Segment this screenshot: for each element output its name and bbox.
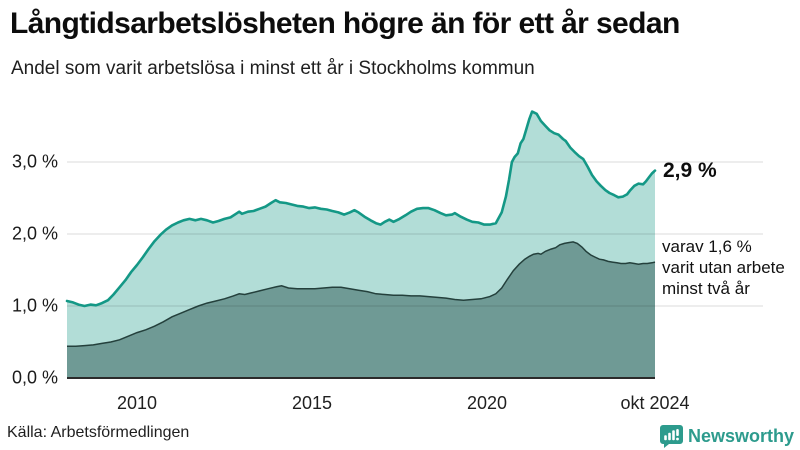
chart-area-fills xyxy=(67,111,655,378)
x-tick-2020: 2020 xyxy=(466,393,508,413)
y-tick-1: 1,0 % xyxy=(11,295,58,316)
area-two-years xyxy=(67,241,655,378)
newsworthy-icon xyxy=(659,425,683,448)
chart-subtitle: Andel som varit arbetslösa i minst ett å… xyxy=(11,58,535,79)
page-title: Långtidsarbetslösheten högre än för ett … xyxy=(10,7,680,40)
y-tick-0: 0,0 % xyxy=(11,367,58,388)
annotation-line-1: varav 1,6 % xyxy=(662,237,752,256)
newsworthy-logo: Newsworthy xyxy=(659,425,794,448)
gridlines xyxy=(67,161,763,307)
x-tick-okt-2024: okt 2024 xyxy=(620,393,690,413)
y-tick-2: 2,0 % xyxy=(11,223,58,244)
x-tick-2015: 2015 xyxy=(291,393,333,413)
end-annotation-two-years: varav 1,6 % varit utan arbete minst två … xyxy=(662,236,785,299)
x-tick-2010: 2010 xyxy=(116,393,158,413)
line-total-long-term xyxy=(65,110,657,308)
newsworthy-wordmark: Newsworthy xyxy=(687,426,794,446)
y-tick-3: 3,0 % xyxy=(11,151,58,172)
end-value-label-total: 2,9 % xyxy=(663,159,717,182)
source-attribution: Källa: Arbetsförmedlingen xyxy=(7,424,190,441)
annotation-line-2: varit utan arbete xyxy=(662,258,785,277)
line-two-years xyxy=(67,241,656,348)
annotation-line-3: minst två år xyxy=(662,279,750,298)
